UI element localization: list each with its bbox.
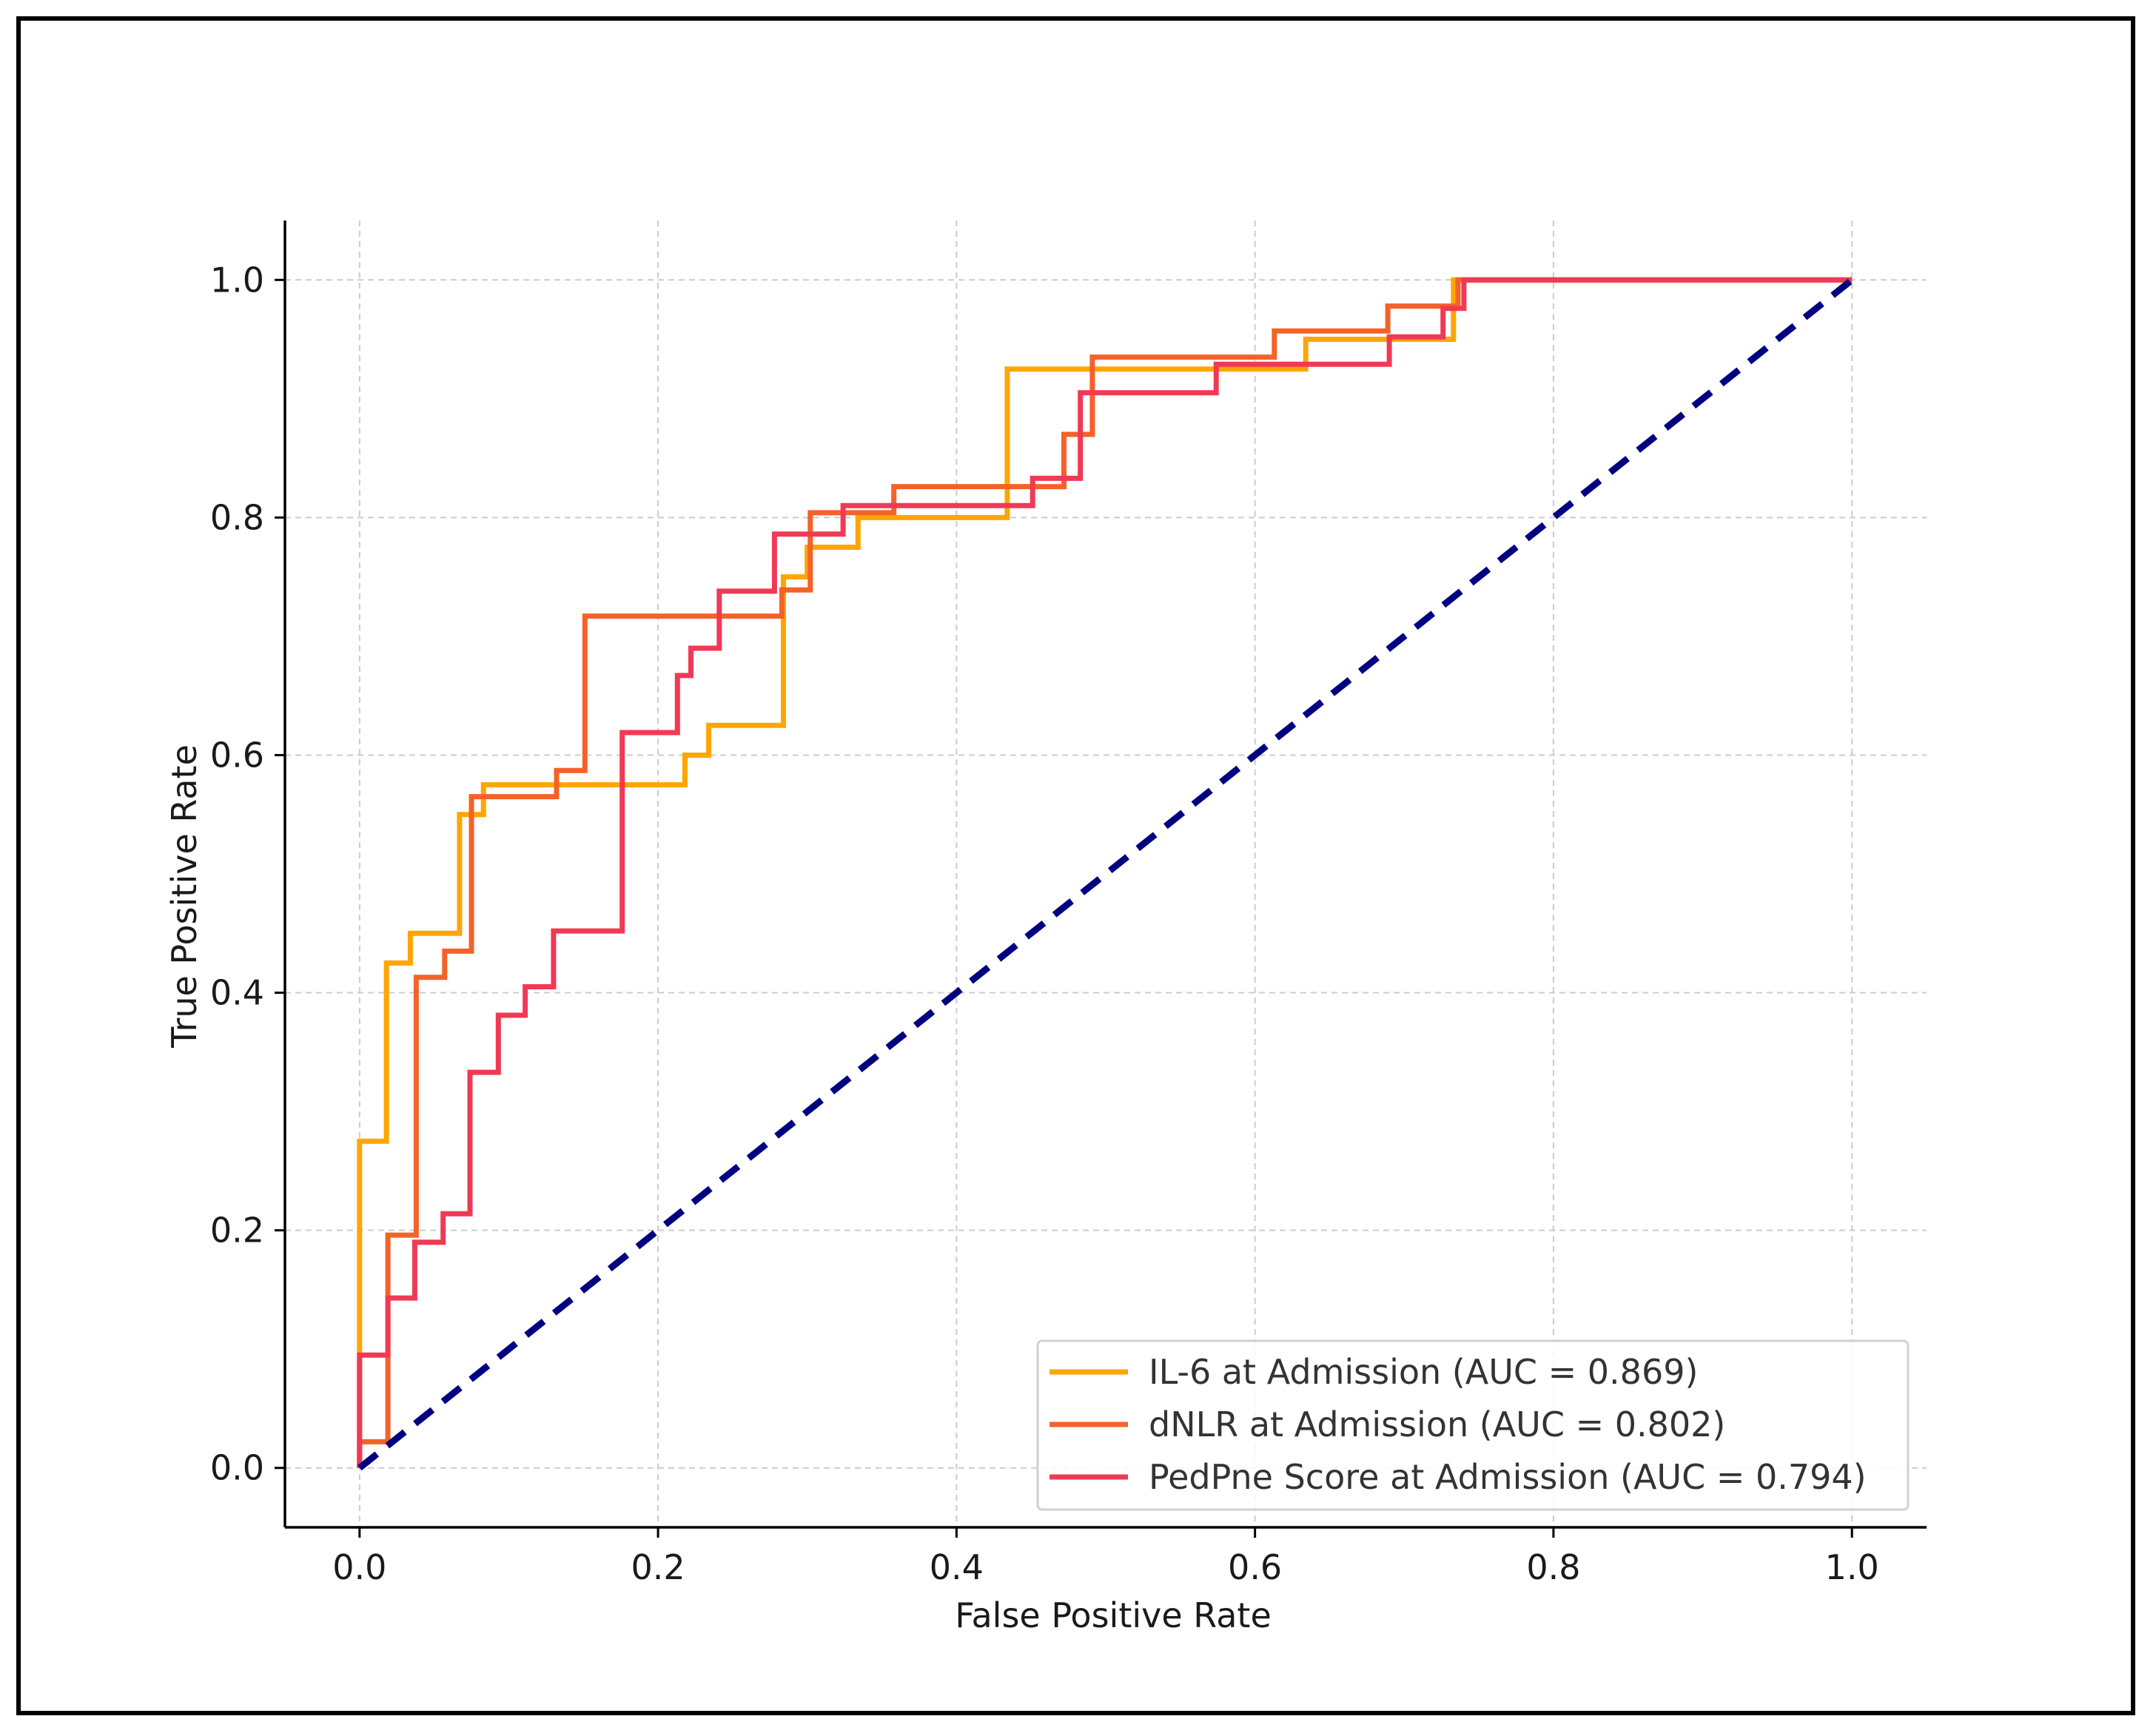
y-tick-label: 1.0 [210,260,264,300]
y-tick-label: 0.0 [210,1448,264,1488]
axes [283,221,1927,1529]
y-tick-label: 0.2 [210,1211,264,1251]
roc-curve-0 [357,277,1853,1468]
x-axis-label: False Positive Rate [955,1595,1272,1635]
chance-diagonal-line [357,277,1855,1471]
x-tick-label: 0.6 [1228,1547,1282,1587]
y-axis-label: True Positive Rate [164,744,204,1049]
x-tick-label: 0.4 [930,1547,984,1587]
x-tick-label: 0.2 [631,1547,685,1587]
legend-label: PedPne Score at Admission (AUC = 0.794) [1149,1457,1867,1497]
y-tick-label: 0.6 [210,735,264,775]
x-tick-label: 0.0 [332,1547,386,1587]
x-tick-label: 1.0 [1825,1547,1879,1587]
y-tick-label: 0.8 [210,497,264,537]
legend-label: dNLR at Admission (AUC = 0.802) [1149,1404,1725,1444]
figure-frame [16,16,2135,1715]
roc-curve-2 [357,277,1853,1468]
x-tick-label: 0.8 [1526,1547,1580,1587]
roc-curve-1 [357,277,1853,1468]
ticks: 0.0 0.2 0.4 0.6 0.8 1.0 0.0 0.2 0.4 0.6 0.8 1.0 [210,260,1879,1587]
series-lines [357,277,1855,1471]
y-tick-label: 0.4 [210,973,264,1013]
legend-label: IL-6 at Admission (AUC = 0.869) [1149,1352,1698,1392]
legend-box [1036,1339,1910,1511]
legend: IL-6 at Admission (AUC = 0.869) dNLR at A… [1036,1339,1910,1511]
